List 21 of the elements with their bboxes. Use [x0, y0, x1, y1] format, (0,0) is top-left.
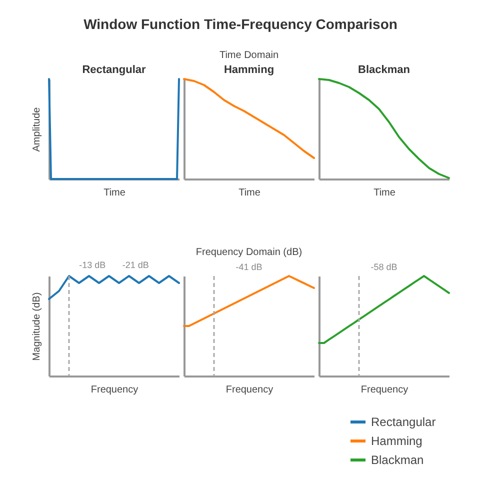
- x-axis-title: Time: [104, 188, 126, 198]
- x-axis-title: Frequency: [90, 384, 138, 396]
- legend-label: Hamming: [371, 434, 422, 448]
- x-axis-title: Frequency: [226, 384, 274, 396]
- chart-subtitle: Time Domain: [219, 50, 279, 61]
- y-axis-title: Magnitude (dB): [32, 292, 42, 361]
- x-axis-title: Frequency: [360, 384, 408, 396]
- chart-title: Blackman: [358, 64, 410, 76]
- legend-label: Blackman: [371, 453, 424, 467]
- text: Window Function Time-Frequency Comparison: [84, 16, 398, 32]
- annotation: -13 dB: [79, 260, 106, 270]
- chart-title: Rectangular: [82, 64, 146, 76]
- y-axis-title: Amplitude: [32, 106, 42, 152]
- text: -41 dB: [236, 262, 262, 272]
- annotation: -21 dB: [122, 260, 149, 270]
- legend-label: Rectangular: [371, 415, 436, 429]
- text: -58 dB: [370, 262, 398, 272]
- chart-title: Hamming: [224, 64, 274, 76]
- x-axis-title: Time: [238, 188, 261, 198]
- chart-subtitle: Frequency Domain (dB): [196, 247, 302, 258]
- x-axis-title: Time: [374, 188, 396, 198]
